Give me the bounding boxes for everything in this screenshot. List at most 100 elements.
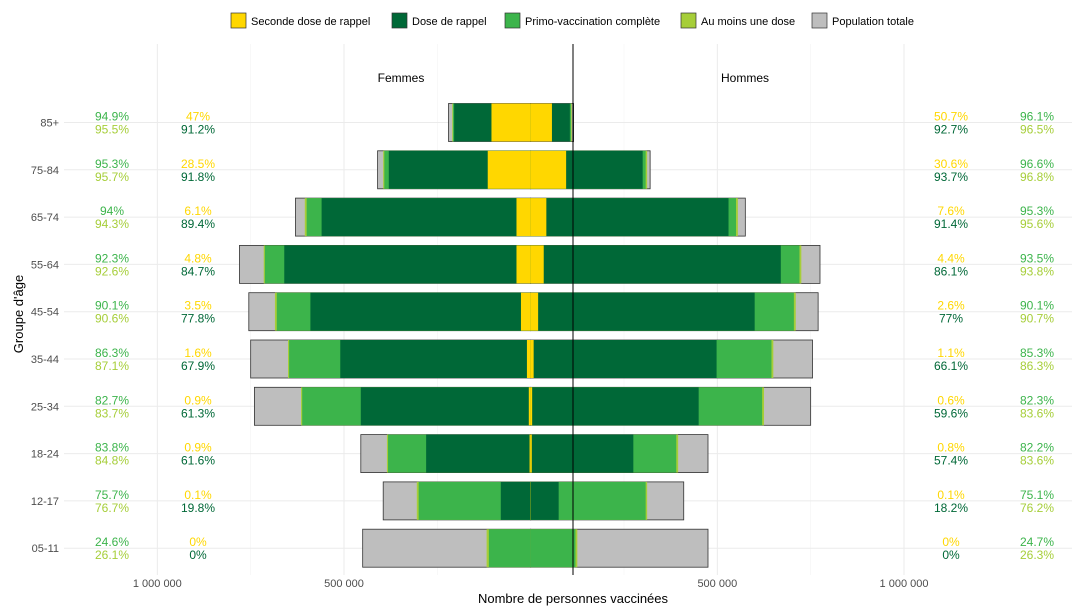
annotation-left-outer-18-24: 83.8% (95, 441, 129, 455)
annotation-left-outer-05-11: 24.6% (95, 535, 129, 549)
annotation-left-outer-55-64: 92.6% (95, 264, 129, 278)
annotation-left-inner-18-24: 61.6% (181, 454, 215, 468)
annotation-right-inner-12-17: 0.1% (937, 488, 965, 502)
annotation-left-inner-12-17: 0.1% (184, 488, 212, 502)
bar-femmes-seconde-55-64 (516, 245, 531, 284)
annotation-right-outer-65-74: 95.6% (1020, 217, 1054, 231)
y-tick-label: 75-84 (31, 165, 59, 177)
bar-hommes-seconde-35-44 (530, 340, 534, 378)
annotation-left-inner-45-54: 77.8% (181, 312, 215, 326)
annotation-right-inner-45-54: 2.6% (937, 299, 965, 313)
bar-hommes-seconde-55-64 (530, 245, 544, 284)
legend-label-primo: Primo-vaccination complète (525, 16, 660, 28)
annotation-right-outer-65-74: 95.3% (1020, 204, 1054, 218)
annotation-left-inner-45-54: 3.5% (184, 299, 212, 313)
annotation-right-inner-12-17: 18.2% (934, 501, 968, 515)
annotation-right-outer-18-24: 83.6% (1020, 454, 1054, 468)
annotation-left-outer-75-84: 95.7% (95, 170, 129, 184)
annotation-left-outer-35-44: 86.3% (95, 346, 129, 360)
annotation-left-outer-45-54: 90.1% (95, 299, 129, 313)
legend-label-une: Au moins une dose (701, 16, 795, 28)
annotation-right-inner-25-34: 59.6% (934, 406, 968, 420)
bar-femmes-seconde-75-84 (487, 150, 531, 189)
annotation-left-inner-85+: 47% (186, 110, 210, 124)
annotation-left-outer-85+: 94.9% (95, 110, 129, 124)
annotation-left-outer-12-17: 75.7% (95, 488, 129, 502)
annotation-right-inner-18-24: 57.4% (934, 454, 968, 468)
annotation-left-outer-25-34: 82.7% (95, 393, 129, 407)
annotation-right-outer-18-24: 82.2% (1020, 441, 1054, 455)
annotation-right-outer-12-17: 76.2% (1020, 501, 1054, 515)
annotation-left-inner-25-34: 0.9% (184, 393, 212, 407)
annotation-left-outer-75-84: 95.3% (95, 157, 129, 171)
annotation-left-outer-45-54: 90.6% (95, 312, 129, 326)
annotation-right-outer-55-64: 93.5% (1020, 251, 1054, 265)
annotation-right-inner-18-24: 0.8% (937, 441, 965, 455)
panel-label-femmes: Femmes (378, 71, 425, 85)
annotation-right-outer-45-54: 90.1% (1020, 299, 1054, 313)
legend-swatch-pop (811, 12, 828, 29)
bar-femmes-seconde-25-34 (528, 387, 531, 426)
bar-hommes-rappel-65-74 (530, 198, 729, 237)
annotation-right-outer-55-64: 93.8% (1020, 264, 1054, 278)
panel-label-hommes: Hommes (721, 71, 769, 85)
annotation-left-outer-05-11: 26.1% (95, 548, 129, 562)
annotation-right-outer-05-11: 24.7% (1020, 535, 1054, 549)
percentage-annotations: 94.9%95.5%95.3%95.7%94%94.3%92.3%92.6%90… (95, 110, 1054, 563)
y-tick-label: 35-44 (31, 354, 59, 366)
y-tick-label: 45-54 (31, 307, 59, 319)
annotation-right-inner-85+: 50.7% (934, 110, 968, 124)
bar-femmes-rappel-65-74 (321, 198, 531, 237)
bar-hommes-rappel-55-64 (530, 245, 781, 284)
bar-femmes-seconde-45-54 (520, 292, 531, 331)
annotation-right-outer-75-84: 96.8% (1020, 170, 1054, 184)
bar-hommes-rappel-25-34 (530, 387, 699, 426)
annotation-left-inner-35-44: 67.9% (181, 359, 215, 373)
bar-femmes-seconde-85+ (491, 103, 531, 142)
annotation-right-inner-75-84: 30.6% (934, 157, 968, 171)
bar-hommes-seconde-45-54 (530, 292, 539, 331)
legend-swatch-une (680, 12, 697, 29)
bar-femmes-rappel-25-34 (360, 387, 531, 426)
x-axis-title: Nombre de personnes vaccinées (478, 591, 669, 606)
annotation-right-inner-35-44: 66.1% (934, 359, 968, 373)
legend-label-seconde: Seconde dose de rappel (251, 16, 370, 28)
y-tick-label: 12-17 (31, 496, 59, 508)
annotation-right-inner-35-44: 1.1% (937, 346, 965, 360)
y-tick-label: 25-34 (31, 401, 59, 413)
annotation-right-inner-85+: 92.7% (934, 123, 968, 137)
annotation-left-outer-12-17: 76.7% (95, 501, 129, 515)
bar-hommes-primo-05-11 (530, 529, 576, 568)
bar-hommes-seconde-25-34 (530, 387, 533, 426)
annotation-right-outer-12-17: 75.1% (1020, 488, 1054, 502)
annotation-right-outer-75-84: 96.6% (1020, 157, 1054, 171)
bar-hommes-rappel-35-44 (530, 340, 717, 378)
legend-label-rappel: Dose de rappel (412, 16, 487, 28)
x-tick-label: 1 000 000 (133, 578, 182, 590)
bar-femmes-rappel-35-44 (340, 340, 531, 378)
legend: Seconde dose de rappel Dose de rappel Prim… (230, 12, 914, 29)
legend-swatch-rappel (391, 12, 408, 29)
annotation-right-outer-25-34: 83.6% (1020, 406, 1054, 420)
bar-hommes-seconde-65-74 (530, 198, 547, 237)
annotation-right-outer-35-44: 86.3% (1020, 359, 1054, 373)
x-tick-label: 500 000 (324, 578, 364, 590)
annotation-right-inner-75-84: 93.7% (934, 170, 968, 184)
annotation-left-outer-35-44: 87.1% (95, 359, 129, 373)
y-tick-label: 55-64 (31, 259, 59, 271)
bar-hommes-seconde-85+ (530, 103, 552, 142)
annotation-left-outer-85+: 95.5% (95, 123, 129, 137)
bar-femmes-rappel-45-54 (310, 292, 531, 331)
bar-femmes-primo-05-11 (488, 529, 531, 568)
y-axis-title: Groupe d'âge (11, 275, 26, 353)
x-axis-tick-labels: 1 000 000 500 000 500 000 1 000 000 (133, 578, 929, 590)
annotation-left-outer-65-74: 94% (100, 204, 124, 218)
annotation-right-outer-05-11: 26.3% (1020, 548, 1054, 562)
annotation-left-inner-85+: 91.2% (181, 123, 215, 137)
y-axis-tick-labels: 85+ 75-84 65-74 55-64 45-54 35-44 25-34 18-24 12… (31, 118, 59, 556)
annotation-left-inner-55-64: 4.8% (184, 251, 212, 265)
bars (239, 103, 821, 568)
annotation-right-inner-25-34: 0.6% (937, 393, 965, 407)
bar-femmes-rappel-18-24 (426, 434, 531, 473)
